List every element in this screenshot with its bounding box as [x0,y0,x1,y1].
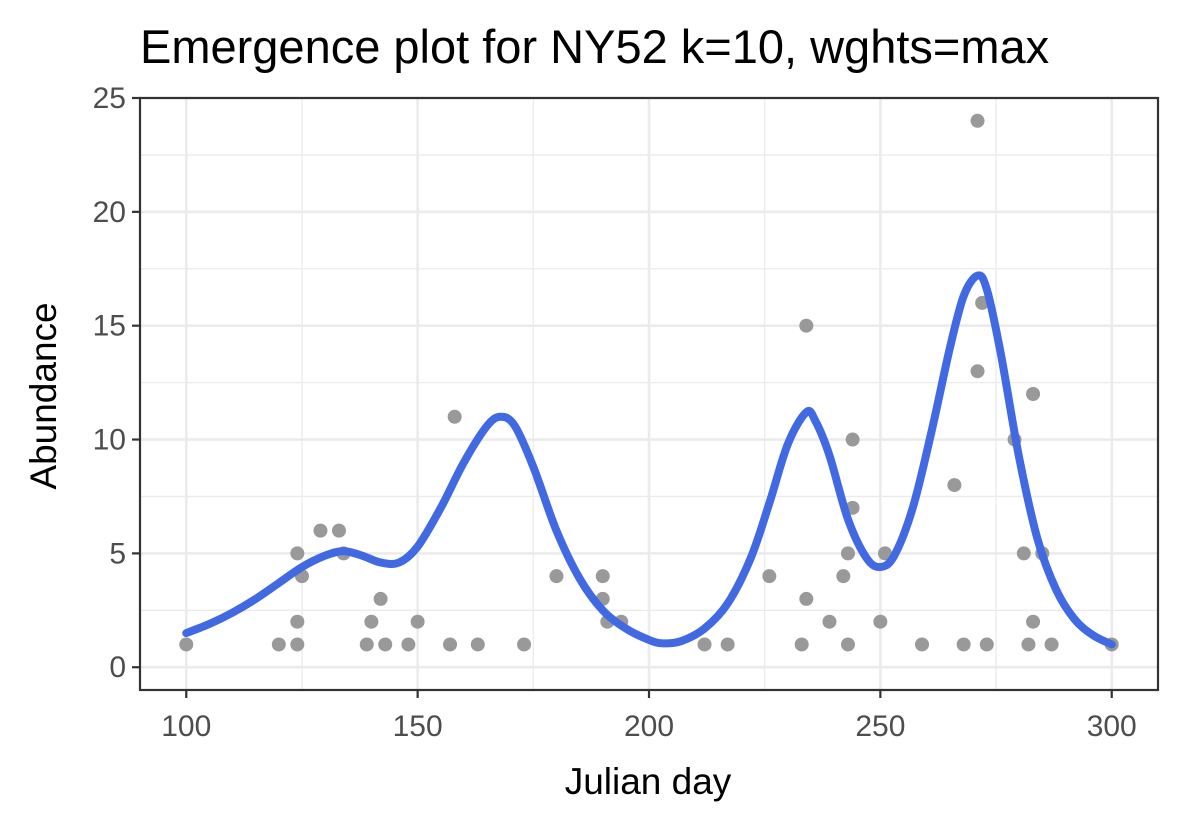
data-point [401,637,416,652]
x-axis: 100 150 200 250 300 [161,690,1137,743]
data-point [873,614,888,629]
data-point [290,637,305,652]
x-tick-label: 250 [855,710,905,743]
x-tick-label: 200 [624,710,674,743]
x-axis-title: Julian day [565,761,732,802]
data-point [378,637,393,652]
y-tick-label: 15 [93,310,126,343]
data-point [359,637,374,652]
data-point [271,637,286,652]
data-point [290,614,305,629]
data-point [836,569,851,584]
data-point [549,569,564,584]
plot-panel [138,96,1160,692]
data-point [373,591,388,606]
y-axis-title: Abundance [23,302,64,489]
y-axis: 0 5 10 15 20 25 [93,82,140,684]
data-point [1021,637,1036,652]
data-point [1044,637,1059,652]
y-tick-label: 5 [109,537,126,570]
x-tick-label: 300 [1087,710,1137,743]
data-point [762,569,777,584]
data-point [915,637,930,652]
data-point [470,637,485,652]
y-tick-label: 25 [93,82,126,115]
data-point [1016,546,1031,561]
data-point [845,432,860,447]
y-tick-label: 10 [93,424,126,457]
data-point [979,637,994,652]
data-point [947,478,962,493]
data-point [799,318,814,333]
data-point [970,113,985,128]
data-point [364,614,379,629]
y-tick-label: 0 [109,651,126,684]
data-point [517,637,532,652]
data-point [313,523,328,538]
y-tick-label: 20 [93,196,126,229]
data-point [410,614,425,629]
data-point [840,546,855,561]
data-point [443,637,458,652]
data-point [720,637,735,652]
x-tick-label: 100 [161,710,211,743]
data-point [595,569,610,584]
data-point [331,523,346,538]
chart-title: Emergence plot for NY52 k=10, wghts=max [140,20,1049,73]
data-point [822,614,837,629]
data-point [1026,614,1041,629]
data-point [970,364,985,379]
data-point [1026,387,1041,401]
data-point [179,637,194,652]
data-point [290,546,305,561]
data-point [877,546,892,561]
data-point [956,637,971,652]
emergence-curve [182,271,1116,649]
x-tick-label: 150 [393,710,443,743]
data-point [794,637,809,652]
data-point [697,637,712,652]
data-point [447,409,462,424]
data-point [840,637,855,652]
data-point [799,591,814,606]
